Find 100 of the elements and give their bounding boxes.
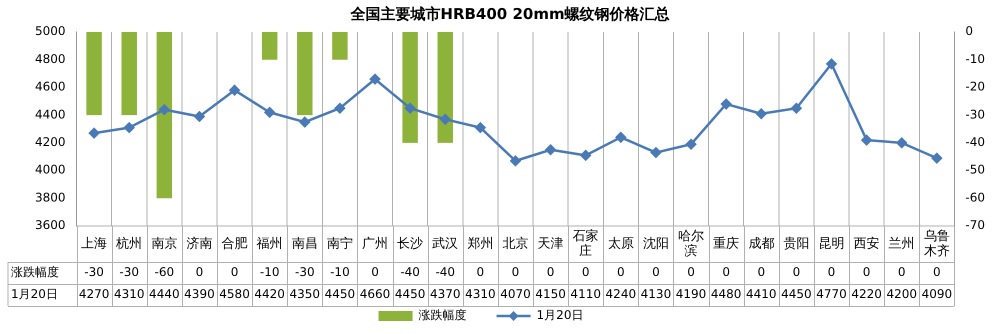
text: 涨跌幅度: [11, 265, 59, 280]
point: [124, 122, 134, 133]
point: [510, 156, 521, 166]
point: [440, 114, 450, 125]
x-tick-label: 太原: [608, 236, 634, 252]
data-label: 4310: [465, 287, 496, 302]
y-tick-label: 4200: [34, 134, 66, 149]
data-label: 0: [722, 265, 730, 280]
data-label: 0: [862, 265, 870, 280]
point: [826, 58, 837, 70]
x-tick-label: 成都: [748, 236, 774, 252]
x-tick-label: 兰州: [888, 236, 915, 252]
data-label: 0: [546, 265, 554, 280]
point: [932, 152, 942, 164]
x-tick-label: 天津: [538, 236, 564, 252]
data-label: 4240: [606, 287, 636, 302]
data-label: -10: [330, 265, 350, 280]
point: [580, 150, 591, 161]
data-label: 0: [196, 265, 204, 280]
y2-tick-label: -40: [965, 134, 986, 149]
data-label: 4450: [394, 287, 426, 302]
y2-tick-label: -10: [965, 52, 986, 66]
x-tick-label: 昆明: [818, 236, 844, 252]
data-label: 0: [371, 265, 379, 280]
data-label: 0: [687, 265, 695, 280]
data-label: 4390: [184, 287, 215, 302]
point: [88, 128, 100, 138]
x-tick-label: 南京: [151, 236, 178, 252]
data-label: 0: [582, 265, 590, 280]
point: [334, 102, 346, 114]
data-label: 4110: [570, 287, 601, 302]
data-label: 4150: [535, 287, 566, 302]
y2-tick-label: -70: [965, 218, 986, 232]
y-tick-label: 3800: [34, 190, 66, 204]
data-label: 4580: [219, 287, 250, 302]
data-label: 4090: [922, 287, 952, 302]
data-label: 0: [476, 265, 484, 280]
y-tick-label: 4000: [34, 162, 66, 177]
point: [194, 111, 205, 122]
x-tick-label: 南宁: [326, 235, 353, 252]
x-tick-label: 长沙: [397, 236, 424, 252]
y-tick-label: 4400: [34, 107, 66, 122]
point: [545, 144, 556, 156]
x-tick-label: 南昌: [292, 236, 318, 252]
data-label: 4410: [746, 287, 777, 302]
chart-title: 全国主要城市HRB400 20mm螺纹钢价格汇总: [349, 4, 670, 23]
point: [300, 116, 310, 128]
x-tick-label: 杭州: [115, 236, 142, 252]
data-label: 0: [512, 265, 520, 280]
x-tick-label: 广州: [362, 236, 388, 252]
point: [159, 104, 170, 115]
x-tick-label: 合肥: [222, 236, 248, 252]
data-label: 0: [230, 265, 238, 280]
x-tick-label: 乌鲁木齐: [924, 228, 950, 259]
data-label: -10: [260, 265, 280, 280]
point: [475, 122, 486, 133]
point: [616, 132, 626, 143]
data-label: 4130: [640, 287, 672, 302]
point: [861, 134, 872, 146]
x-tick-label: 沈阳: [642, 236, 669, 252]
y2-tick-label: -50: [965, 162, 986, 177]
legend-label: 1月20日: [536, 308, 584, 322]
data-label: -30: [84, 265, 104, 280]
data-label: 4770: [816, 287, 847, 302]
data-label: 4070: [500, 287, 531, 302]
data-label: -40: [435, 265, 456, 280]
y2-tick-label: -30: [965, 107, 986, 122]
data-label: 0: [792, 265, 800, 280]
x-tick-label: 北京: [502, 236, 528, 252]
y2-tick-label: 0: [965, 24, 974, 38]
data-label: -30: [294, 265, 315, 280]
data-label: 4450: [324, 287, 356, 302]
x-tick-label: 福州: [256, 236, 283, 252]
data-label: 4350: [290, 287, 320, 302]
point: [686, 138, 696, 150]
data-label: 4450: [781, 287, 812, 302]
x-tick-label: 济南: [186, 236, 212, 252]
data-label: 0: [757, 265, 766, 280]
y2-tick-label: -60: [965, 190, 986, 204]
x-tick-label: 武汉: [432, 236, 458, 252]
data-label: 0: [828, 265, 836, 280]
data-label: 4310: [114, 287, 144, 302]
data-label: 4480: [710, 287, 742, 302]
y2-tick-label: -20: [965, 80, 986, 94]
data-label: 0: [933, 265, 941, 280]
x-tick-label: 石家庄: [572, 228, 599, 259]
y-tick-label: 4600: [34, 80, 66, 94]
x-tick-label: 西安: [854, 235, 880, 252]
point: [720, 98, 732, 110]
data-label: 0: [898, 265, 906, 280]
x-tick-label: 哈尔滨: [678, 228, 704, 259]
point: [264, 107, 275, 118]
x-tick-label: 重庆: [713, 236, 740, 252]
data-label: 4220: [851, 287, 882, 302]
data-label: -30: [119, 265, 140, 280]
text: 1月20日: [11, 287, 58, 302]
point: [404, 102, 416, 114]
data-label: -60: [154, 265, 174, 280]
y-tick-label: 5000: [34, 24, 66, 38]
data-label: 0: [652, 265, 660, 280]
